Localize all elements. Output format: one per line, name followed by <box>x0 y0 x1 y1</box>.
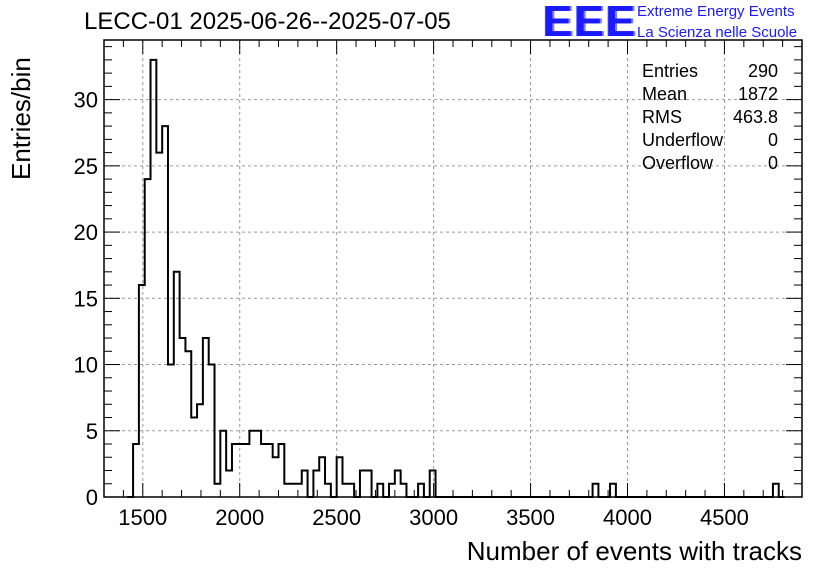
stat-value: 0 <box>767 130 778 150</box>
histogram-bin <box>418 484 424 497</box>
histogram-bin <box>209 365 215 497</box>
histogram-bin <box>302 471 308 497</box>
histogram-bin <box>377 484 383 497</box>
histogram-bin <box>238 444 244 497</box>
histogram-bin <box>244 444 250 497</box>
histogram-bin <box>342 484 348 497</box>
x-tick-label: 3500 <box>506 505 555 530</box>
histogram-bin <box>197 404 203 497</box>
histogram-bin <box>348 484 354 497</box>
x-axis-label: Number of events with tracks <box>466 536 802 566</box>
histogram-bin <box>401 484 407 497</box>
histogram-bin <box>290 484 296 497</box>
histogram-bin <box>174 272 180 497</box>
y-tick-label: 15 <box>74 286 98 311</box>
stat-label: RMS <box>642 107 682 127</box>
histogram-bin <box>430 471 436 497</box>
x-tick-label: 4500 <box>700 505 749 530</box>
histogram-bin <box>151 60 157 497</box>
histogram-bin <box>133 444 139 497</box>
histogram-bin <box>215 484 221 497</box>
histogram-bin <box>145 179 151 497</box>
histogram-bin <box>168 365 174 497</box>
x-tick-label: 4000 <box>603 505 652 530</box>
histogram-bin <box>156 153 162 497</box>
eee-logo: EEE <box>543 0 638 46</box>
histogram-bin <box>279 444 285 497</box>
histogram-bin <box>610 484 616 497</box>
y-axis-label: Entries/bin <box>6 57 36 180</box>
stat-label: Mean <box>642 84 688 104</box>
y-tick-label: 5 <box>86 419 98 444</box>
histogram-bin <box>226 471 232 497</box>
histogram-bin <box>191 418 197 497</box>
histogram-bin <box>366 471 372 497</box>
histogram-bin <box>203 338 209 497</box>
histogram-bin <box>220 431 226 497</box>
histogram-bin <box>313 471 319 497</box>
histogram-bin <box>273 457 279 497</box>
stat-value: 0 <box>767 153 778 173</box>
histogram-bin <box>395 471 401 497</box>
y-tick-label: 10 <box>74 353 98 378</box>
stat-overflow: Overflow 0 <box>642 152 778 175</box>
histogram-bin <box>389 484 395 497</box>
y-tick-label: 20 <box>74 220 98 245</box>
stat-entries: Entries 290 <box>642 60 778 83</box>
histogram-bin <box>267 444 273 497</box>
histogram-bin <box>296 484 302 497</box>
plot-frame <box>103 39 803 498</box>
histogram-bin <box>185 351 191 497</box>
histogram-bin <box>773 484 779 497</box>
logo-subtitle-1: Extreme Energy Events <box>637 3 795 20</box>
histogram-bin <box>284 484 290 497</box>
stat-label: Entries <box>642 61 699 81</box>
stat-value: 1872 <box>737 84 778 104</box>
histogram-bin <box>319 457 325 497</box>
y-tick-label: 30 <box>74 88 98 113</box>
histogram-bin <box>325 484 331 497</box>
stat-underflow: Underflow 0 <box>642 129 778 152</box>
histogram-bin <box>249 431 255 497</box>
x-tick-label: 1500 <box>118 505 167 530</box>
chart-title: LECC-01 2025-06-26--2025-07-05 <box>84 8 451 35</box>
y-tick-label: 25 <box>74 154 98 179</box>
histogram-bin <box>180 338 186 497</box>
y-tick-label: 0 <box>86 485 98 510</box>
histogram-bin <box>232 444 238 497</box>
x-tick-label: 3000 <box>409 505 458 530</box>
stat-label: Overflow <box>642 153 714 173</box>
histogram-bin <box>255 431 261 497</box>
stat-value: 290 <box>747 61 778 81</box>
histogram-bin <box>261 444 267 497</box>
stat-value: 463.8 <box>732 107 778 127</box>
stats-box: Entries 290 Mean 1872 RMS 463.8 Underflo… <box>642 60 778 175</box>
x-tick-label: 2500 <box>312 505 361 530</box>
stat-label: Underflow <box>642 130 724 150</box>
x-tick-label: 2000 <box>215 505 264 530</box>
histogram-bin <box>337 457 343 497</box>
histogram-bin <box>139 285 145 497</box>
histogram-bin <box>593 484 599 497</box>
stat-rms: RMS 463.8 <box>642 106 778 129</box>
histogram-bin <box>162 126 168 497</box>
stat-mean: Mean 1872 <box>642 83 778 106</box>
logo-subtitle-2: La Scienza nelle Scuole <box>637 24 798 41</box>
histogram-bin <box>360 471 366 497</box>
